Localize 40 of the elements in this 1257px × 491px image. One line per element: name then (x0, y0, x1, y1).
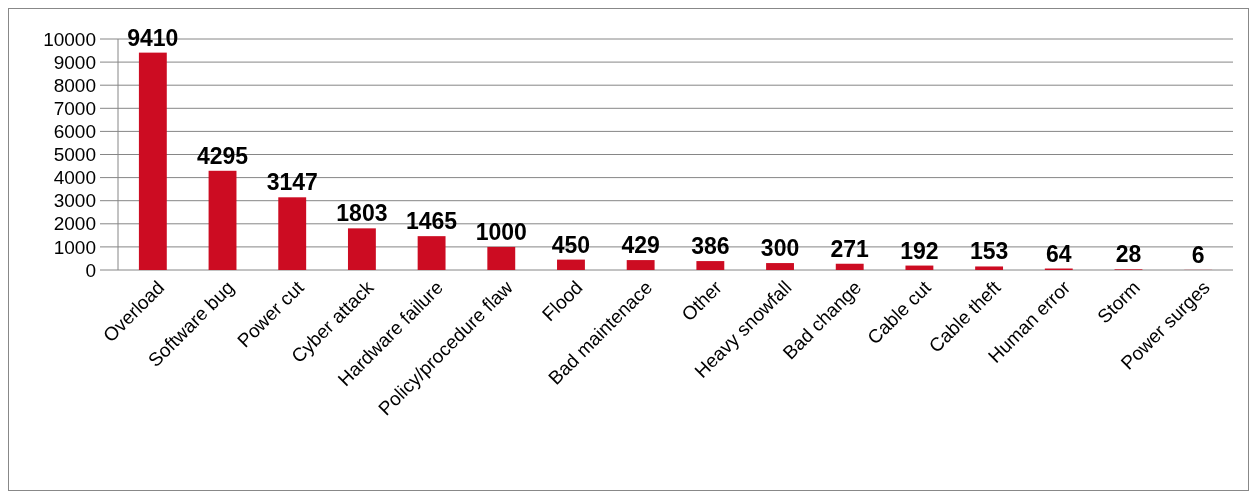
bar (696, 261, 725, 270)
data-label: 1465 (406, 208, 458, 235)
bar (417, 236, 446, 270)
y-tick-label: 8000 (53, 74, 96, 96)
data-label: 1803 (336, 200, 388, 227)
y-tick-label: 2000 (53, 213, 96, 235)
bar (557, 259, 585, 270)
bar (138, 52, 167, 270)
y-tick-label: 5000 (53, 144, 96, 166)
data-label: 4295 (196, 142, 249, 169)
bar (487, 246, 516, 270)
y-tick-label: 6000 (53, 121, 96, 143)
y-tick-label: 1000 (53, 236, 96, 258)
y-tick-label: 3000 (53, 190, 96, 212)
data-label: 6 (1191, 241, 1205, 268)
bar (835, 263, 864, 270)
data-label: 28 (1115, 241, 1142, 268)
y-tick-label: 0 (85, 259, 96, 281)
data-label: 1000 (475, 218, 527, 245)
bar (208, 170, 237, 270)
bar (975, 266, 1004, 270)
data-label: 153 (969, 238, 1009, 265)
data-label: 300 (760, 235, 800, 262)
data-label: 271 (830, 235, 870, 262)
bar (626, 260, 655, 270)
data-label: 9410 (127, 24, 179, 51)
data-label: 386 (691, 233, 730, 260)
data-label: 429 (621, 232, 660, 259)
data-label: 64 (1045, 240, 1072, 267)
data-label: 192 (900, 237, 939, 264)
data-label: 3147 (266, 169, 318, 196)
bar (347, 228, 376, 270)
data-label: 450 (551, 231, 591, 258)
bar (905, 265, 934, 270)
y-tick-label: 10000 (43, 28, 96, 50)
y-tick-label: 9000 (53, 51, 96, 73)
bar (278, 197, 307, 270)
y-tick-label: 4000 (53, 167, 96, 189)
bar (766, 263, 794, 270)
y-tick-label: 7000 (53, 97, 96, 119)
